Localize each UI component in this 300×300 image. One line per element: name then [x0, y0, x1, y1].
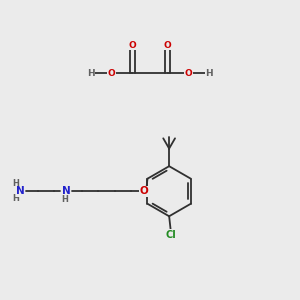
- Text: N: N: [16, 186, 25, 196]
- Text: H: H: [13, 194, 20, 203]
- Text: O: O: [108, 69, 116, 78]
- Text: O: O: [128, 41, 136, 50]
- Text: Cl: Cl: [165, 230, 176, 240]
- Text: H: H: [87, 69, 95, 78]
- Text: O: O: [164, 41, 172, 50]
- Text: O: O: [184, 69, 192, 78]
- Text: O: O: [140, 186, 148, 196]
- Text: H: H: [205, 69, 213, 78]
- Text: H: H: [13, 179, 20, 188]
- Text: N: N: [62, 186, 70, 196]
- Text: H: H: [61, 195, 68, 204]
